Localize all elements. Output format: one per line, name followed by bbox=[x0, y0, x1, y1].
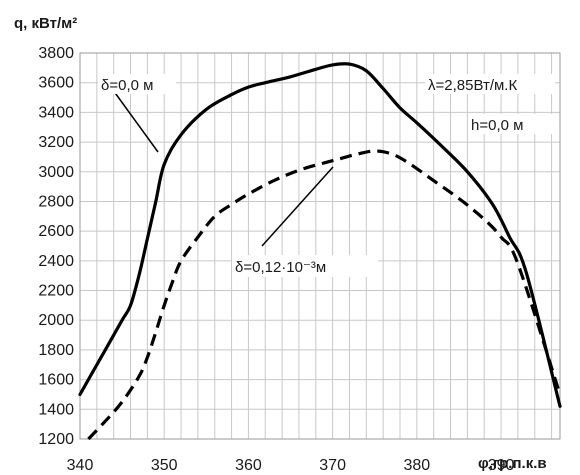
series-1-label: δ=0,0 м bbox=[101, 77, 153, 94]
y-tick-label: 2800 bbox=[38, 193, 74, 210]
series-2-leader-line bbox=[262, 167, 333, 246]
plot-frame bbox=[80, 53, 560, 439]
y-tick-label: 2200 bbox=[38, 283, 74, 300]
y-axis-ticks: 1200 1400 1600 1800 2000 2200 2400 2600 2800 3000… bbox=[38, 45, 74, 448]
y-tick-label: 3800 bbox=[38, 45, 74, 62]
y-tick-label: 1800 bbox=[38, 342, 74, 359]
series-1-leader-line bbox=[113, 90, 158, 152]
x-tick-label: 370 bbox=[319, 457, 346, 474]
y-axis-title: q, кВт/м² bbox=[14, 15, 77, 32]
y-tick-label: 2400 bbox=[38, 253, 74, 270]
y-tick-label: 1400 bbox=[38, 401, 74, 418]
x-axis-title: φ,гр.п.к.в bbox=[478, 455, 547, 472]
x-tick-label: 360 bbox=[235, 457, 262, 474]
y-tick-label: 3400 bbox=[38, 104, 74, 121]
y-tick-label: 1200 bbox=[38, 431, 74, 448]
y-tick-label: 3200 bbox=[38, 134, 74, 151]
x-tick-label: 350 bbox=[151, 457, 178, 474]
x-tick-label: 340 bbox=[67, 457, 94, 474]
y-tick-label: 2000 bbox=[38, 312, 74, 329]
y-tick-label: 3600 bbox=[38, 75, 74, 92]
lambda-annotation: λ=2,85Вт/м.К bbox=[428, 77, 517, 94]
series-2-line bbox=[88, 151, 560, 439]
h-annotation: h=0,0 м bbox=[471, 117, 523, 134]
y-tick-label: 2600 bbox=[38, 223, 74, 240]
series-2-label: δ=0,12·10⁻³м bbox=[235, 259, 326, 276]
y-tick-label: 3000 bbox=[38, 164, 74, 181]
x-axis-ticks: 340 350 360 370 380 390 bbox=[67, 457, 515, 474]
grid bbox=[80, 53, 560, 439]
x-tick-label: 380 bbox=[403, 457, 430, 474]
y-tick-label: 1600 bbox=[38, 372, 74, 389]
